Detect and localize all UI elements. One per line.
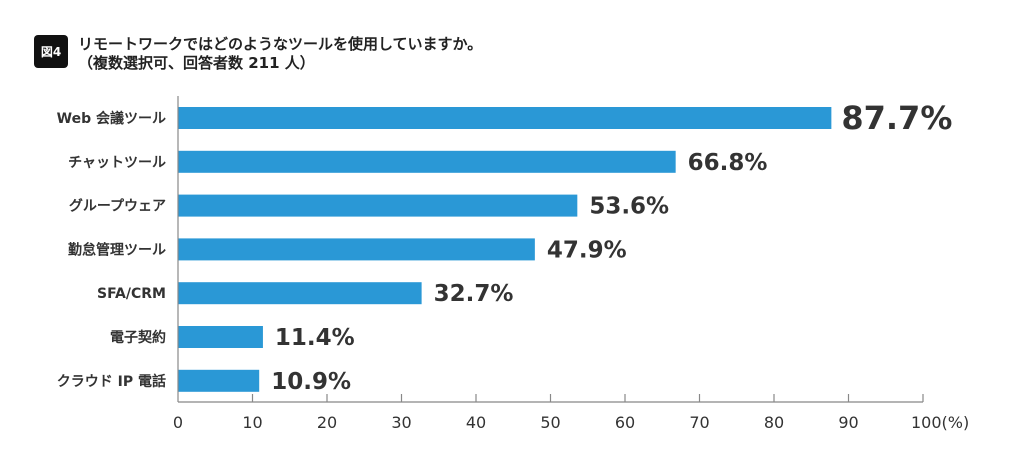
category-label: SFA/CRM — [97, 286, 166, 302]
data-label: 66.8% — [688, 150, 768, 176]
category-label: グループウェア — [69, 198, 166, 215]
category-label: 勤怠管理ツール — [68, 241, 166, 258]
bar — [178, 326, 263, 348]
bar — [178, 194, 578, 217]
category-label: チャットツール — [68, 155, 166, 171]
x-tick-label: 30 — [391, 413, 411, 432]
bar — [178, 282, 422, 305]
title-line-1: リモートワークではどのようなツールを使用していますか。 — [78, 35, 483, 53]
x-tick-label: 60 — [615, 413, 635, 432]
data-label: 53.6% — [589, 194, 669, 220]
category-label: 電子契約 — [110, 329, 166, 346]
chart-title: リモートワークではどのようなツールを使用していますか。 （複数選択可、回答者数 … — [78, 35, 482, 73]
bar — [178, 150, 676, 173]
data-label: 87.7% — [841, 99, 952, 137]
bar — [178, 107, 832, 129]
category-label: クラウド IP 電話 — [57, 373, 166, 390]
bar — [178, 238, 535, 261]
bar — [178, 369, 260, 392]
data-label: 32.7% — [434, 281, 514, 307]
x-tick-label: 100(%) — [911, 413, 969, 432]
x-tick-label: 20 — [317, 413, 337, 432]
title-line-2: （複数選択可、回答者数 211 人） — [78, 54, 315, 72]
x-tick-label: 10 — [242, 413, 262, 432]
category-label: Web 会議ツール — [57, 110, 166, 127]
x-tick-label: 0 — [173, 413, 183, 432]
x-tick-label: 40 — [466, 413, 486, 432]
figure-badge: 図4 — [34, 35, 68, 68]
data-label: 11.4% — [275, 325, 355, 351]
x-tick-label: 90 — [838, 413, 858, 432]
data-label: 10.9% — [271, 369, 351, 395]
x-tick-label: 70 — [689, 413, 709, 432]
data-label: 47.9% — [547, 237, 627, 263]
x-tick-label: 80 — [764, 413, 784, 432]
x-tick-label: 50 — [540, 413, 560, 432]
